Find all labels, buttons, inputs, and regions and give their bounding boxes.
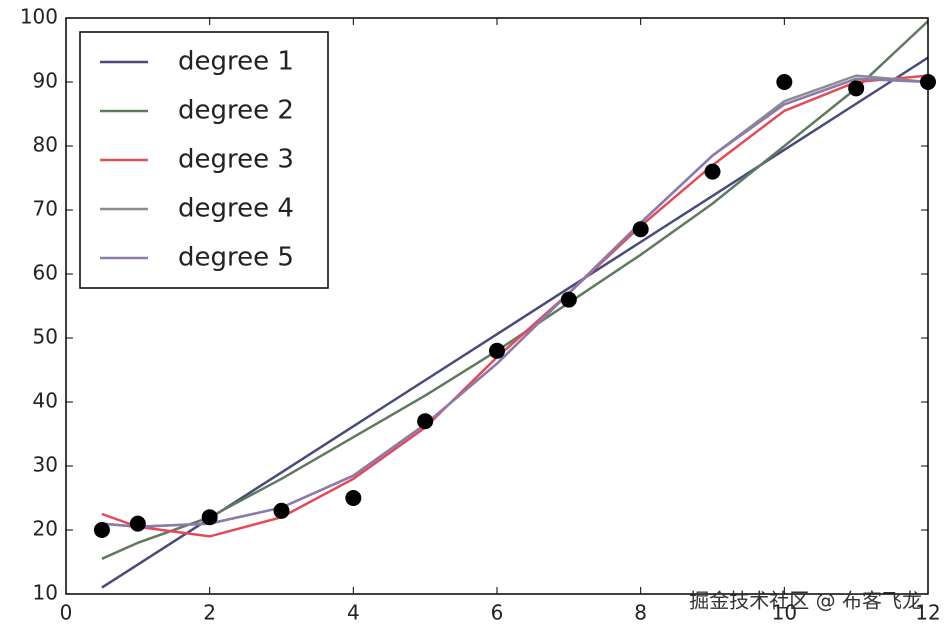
legend-label: degree 3 bbox=[178, 145, 294, 175]
point bbox=[201, 509, 218, 526]
point bbox=[632, 221, 649, 238]
point bbox=[417, 413, 434, 430]
y-tick-label: 100 bbox=[20, 5, 58, 29]
point bbox=[489, 342, 505, 359]
x-tick-label: 6 bbox=[491, 601, 504, 625]
y-tick-label: 70 bbox=[33, 197, 58, 221]
point bbox=[776, 74, 793, 90]
x-tick-label: 0 bbox=[60, 601, 73, 625]
point bbox=[129, 515, 146, 532]
legend-label: degree 1 bbox=[178, 47, 294, 77]
y-tick-label: 20 bbox=[33, 517, 58, 541]
y-tick-label: 80 bbox=[33, 133, 58, 157]
y-tick-label: 10 bbox=[33, 581, 58, 605]
x-tick-label: 4 bbox=[347, 601, 360, 625]
y-tick-label: 30 bbox=[33, 453, 58, 477]
y-tick-label: 50 bbox=[33, 325, 58, 349]
legend-label: degree 5 bbox=[178, 243, 294, 273]
point bbox=[93, 522, 110, 538]
y-tick-label: 60 bbox=[33, 261, 58, 285]
point bbox=[848, 80, 865, 97]
x-tick-label: 2 bbox=[203, 601, 216, 625]
point bbox=[345, 490, 362, 506]
frame bbox=[65, 17, 929, 595]
point bbox=[273, 502, 290, 519]
legend-label: degree 4 bbox=[178, 194, 294, 224]
x-tick-label: 12 bbox=[915, 601, 940, 625]
point bbox=[704, 163, 721, 180]
x-tick-label: 10 bbox=[772, 601, 797, 625]
point bbox=[560, 291, 577, 308]
y-tick-label: 40 bbox=[33, 389, 58, 413]
x-tick-label: 8 bbox=[634, 601, 647, 625]
y-tick-label: 90 bbox=[33, 69, 58, 93]
watermark: 掘金技术社区 @ 布客飞龙 bbox=[689, 589, 922, 613]
legend-label: degree 2 bbox=[178, 96, 294, 126]
